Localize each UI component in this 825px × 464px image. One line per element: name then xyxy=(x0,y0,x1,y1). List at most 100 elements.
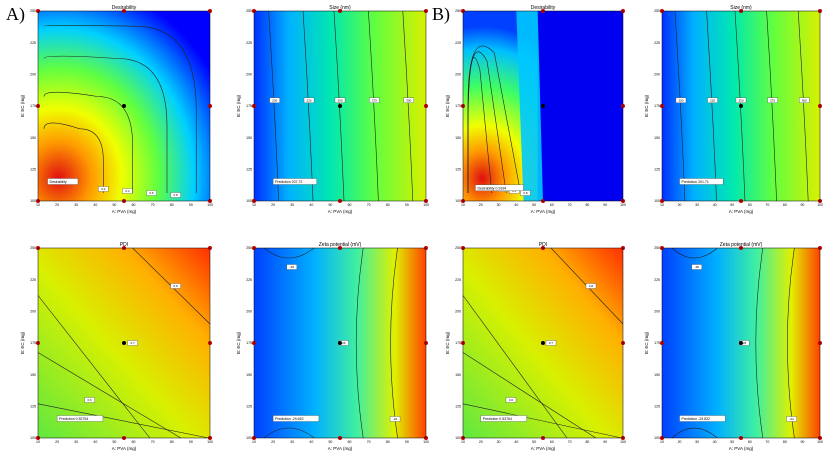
x-tick-label: 40 xyxy=(514,203,518,207)
y-tick-label: 225 xyxy=(246,41,252,45)
x-tick-label: 40 xyxy=(514,440,518,444)
x-tick-label: 50 xyxy=(328,440,332,444)
x-tick-label: 20 xyxy=(55,440,59,444)
prediction-flag xyxy=(47,178,79,185)
x-tick-label: 40 xyxy=(93,203,97,207)
x-tick-label: 100 xyxy=(817,203,823,207)
y-tick-label: 225 xyxy=(30,41,36,45)
design-point xyxy=(739,104,743,108)
contour-label-box xyxy=(127,340,138,346)
y-tick-label: 250 xyxy=(30,9,36,13)
edge-band xyxy=(516,11,543,201)
panel-title: PDI xyxy=(539,242,547,248)
x-tick-label: 100 xyxy=(423,203,429,207)
y-axis-label: B: EC (mg) xyxy=(644,331,649,354)
y-tick-label: 200 xyxy=(455,73,461,77)
contour-label-box xyxy=(799,97,810,103)
contour-line xyxy=(37,352,181,439)
contour-label-box xyxy=(786,416,797,422)
design-point xyxy=(338,341,342,345)
x-tick-label: 80 xyxy=(170,440,174,444)
y-tick-label: 150 xyxy=(246,373,252,377)
x-tick-label: 20 xyxy=(55,203,59,207)
contour-label: 0.8 xyxy=(523,191,528,195)
x-tick-label: 80 xyxy=(386,440,390,444)
contour-line xyxy=(671,247,718,259)
contour-label: -26 xyxy=(742,341,747,345)
x-tick-label: 70 xyxy=(568,203,572,207)
y-tick-label: 175 xyxy=(30,104,36,108)
prediction-flag xyxy=(679,415,726,422)
x-tick-label: 30 xyxy=(695,440,699,444)
contour-label-box xyxy=(691,264,702,270)
x-tick-label: 30 xyxy=(74,440,78,444)
y-tick-label: 100 xyxy=(246,199,252,203)
y-tick-label: 200 xyxy=(30,310,36,314)
panel-title: Desirability xyxy=(531,5,556,11)
contour-label: 300 xyxy=(406,99,411,103)
y-tick-label: 175 xyxy=(455,341,461,345)
contour-line xyxy=(43,91,133,193)
x-tick-label: 90 xyxy=(405,203,409,207)
contour-label: 250 xyxy=(337,99,342,103)
contour-label: -28 xyxy=(695,265,700,269)
x-tick-label: 90 xyxy=(603,203,607,207)
x-tick-label: 10 xyxy=(36,440,40,444)
design-point xyxy=(541,341,545,345)
contour-label: 275 xyxy=(770,99,775,103)
panel-B-size: 200 225 250 275 300 Prediction 201.71 Size (nm… xyxy=(644,5,823,214)
contour-label: 225 xyxy=(710,99,715,103)
contour-label: 0.2 xyxy=(101,187,106,191)
contour-label: 0.7 xyxy=(131,341,136,345)
x-tick-label: 20 xyxy=(271,203,275,207)
x-tick-label: 30 xyxy=(290,203,294,207)
contour-line xyxy=(462,295,568,439)
x-tick-label: 60 xyxy=(550,203,554,207)
x-tick-label: 50 xyxy=(532,203,536,207)
panel-A-desirability: 0.2 0.4 0.6 0.8 Desirability Desirability 10 20… xyxy=(20,5,213,214)
plot-frame xyxy=(37,247,211,439)
y-tick-label: 200 xyxy=(455,310,461,314)
y-tick-label: 175 xyxy=(654,104,660,108)
contour-label: 0.4 xyxy=(125,189,130,193)
contour-line xyxy=(462,403,622,439)
contour-label-box xyxy=(84,397,95,403)
x-tick-label: 40 xyxy=(309,440,313,444)
prediction-text: Prediction -29.832 xyxy=(682,417,710,421)
prediction-flag xyxy=(272,178,317,185)
contour-label: 0.6 xyxy=(88,398,93,402)
x-axis-label: A: PVA (mg) xyxy=(531,446,556,451)
plot-frame xyxy=(462,10,624,202)
contour-line xyxy=(671,427,718,439)
x-tick-label: 70 xyxy=(765,440,769,444)
y-tick-label: 175 xyxy=(246,341,252,345)
contour-label-box xyxy=(675,97,687,103)
x-tick-label: 100 xyxy=(423,440,429,444)
contour-label: 0.7 xyxy=(549,341,554,345)
contour-line xyxy=(368,10,379,202)
contour-line xyxy=(43,55,168,193)
x-tick-label: 10 xyxy=(660,203,664,207)
x-tick-label: 90 xyxy=(405,440,409,444)
y-tick-label: 225 xyxy=(654,41,660,45)
y-axis-label: B: EC (mg) xyxy=(644,94,649,117)
x-tick-label: 50 xyxy=(730,203,734,207)
x-tick-label: 60 xyxy=(132,440,136,444)
x-tick-label: 10 xyxy=(461,440,465,444)
prediction-flag xyxy=(272,415,320,422)
x-tick-label: 20 xyxy=(479,440,483,444)
x-axis-label: A: PVA (mg) xyxy=(328,209,353,214)
x-tick-label: 80 xyxy=(585,203,589,207)
y-tick-label: 200 xyxy=(246,73,252,77)
contour-label: 275 xyxy=(372,99,377,103)
y-tick-label: 250 xyxy=(455,9,461,13)
x-tick-label: 70 xyxy=(765,203,769,207)
y-tick-label: 225 xyxy=(455,278,461,282)
contour-label-box xyxy=(545,340,557,346)
x-tick-label: 60 xyxy=(550,440,554,444)
y-tick-label: 150 xyxy=(246,136,252,140)
prediction-text: Prediction 0.53764 xyxy=(483,417,512,421)
y-tick-label: 200 xyxy=(654,73,660,77)
x-tick-label: 30 xyxy=(497,203,501,207)
contour-line xyxy=(355,247,364,439)
